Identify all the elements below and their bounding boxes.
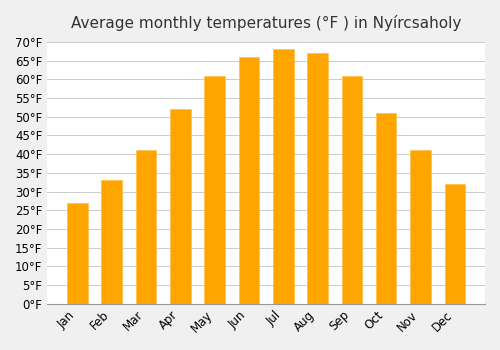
Bar (102, 180, 122, 304)
Bar (67, 203, 87, 304)
Title: Average monthly temperatures (°F ) in Nyírcsaholy: Average monthly temperatures (°F ) in Ny… (71, 15, 462, 31)
Bar (444, 184, 465, 304)
Bar (170, 109, 190, 304)
Bar (204, 76, 225, 304)
Bar (410, 150, 431, 304)
Bar (238, 57, 260, 304)
Bar (308, 53, 328, 304)
Bar (342, 76, 362, 304)
Bar (273, 49, 293, 304)
Bar (136, 150, 156, 304)
Bar (376, 113, 396, 304)
